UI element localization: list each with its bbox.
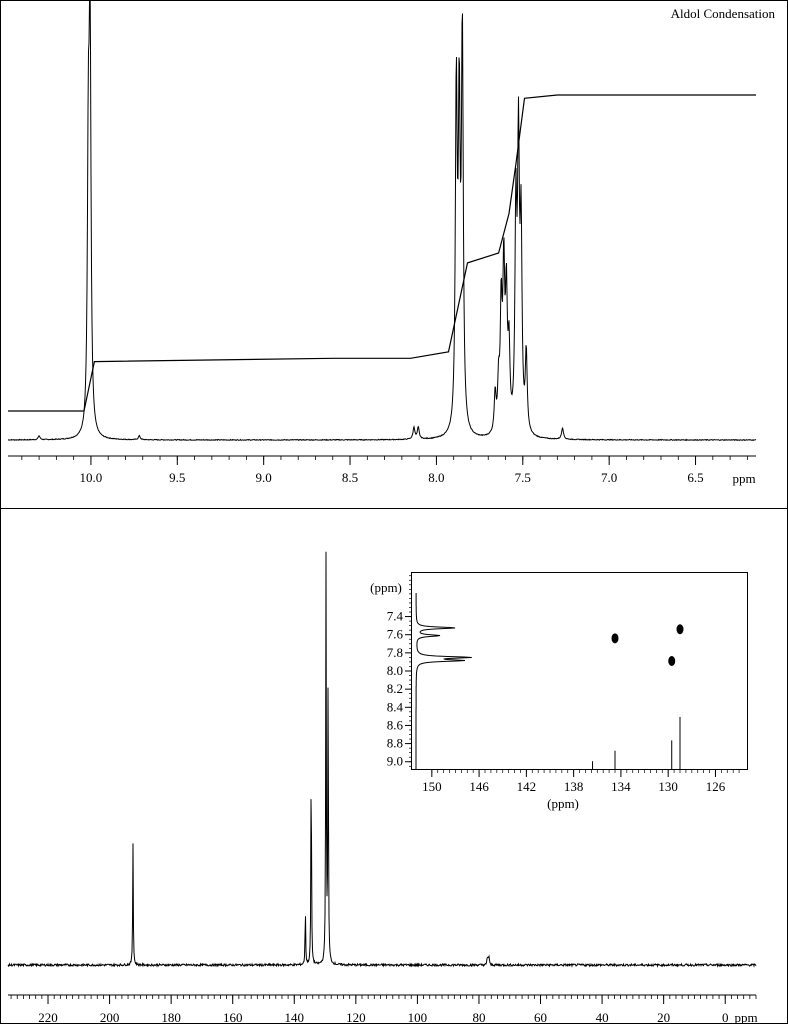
hsqc-x-axis-label: (ppm) xyxy=(547,796,579,811)
h1-x-axis-ticks: 10.0 9.5 9.0 8.5 8.0 7.5 7.0 6.5 xyxy=(21,456,748,485)
tick-label: 220 xyxy=(38,1010,58,1024)
tick-label: 9.5 xyxy=(169,470,185,485)
tick-label: 200 xyxy=(100,1010,120,1024)
hsqc-y-tick-label: 8.2 xyxy=(387,681,403,696)
hsqc-x-tick-label: 146 xyxy=(469,779,489,794)
cross-peak xyxy=(668,656,676,667)
hsqc-x-tick-label: 150 xyxy=(422,779,442,794)
tick-label: 10.0 xyxy=(80,470,103,485)
hsqc-y-tick-label: 8.8 xyxy=(387,736,403,751)
side-projection-trace xyxy=(415,593,472,769)
tick-label: 140 xyxy=(285,1010,305,1024)
tick-label: 7.5 xyxy=(515,470,531,485)
c13-spectrum-trace xyxy=(7,551,757,968)
h1-spectrum-panel: 10.0 9.5 9.0 8.5 8.0 7.5 7.0 6.5 ppm xyxy=(7,0,757,486)
c13-spectrum-panel: 220 200 180 160 140 120 100 80 60 40 20 0 ppm xyxy=(7,551,758,1025)
h1-spectrum-trace xyxy=(7,0,757,442)
hsqc-y-tick-label: 9.0 xyxy=(387,754,403,769)
c13-x-axis-ticks: 220 200 180 160 140 120 100 80 60 40 20 0 xyxy=(10,995,757,1025)
tick-label: 8.5 xyxy=(342,470,358,485)
figure-title: Aldol Condensation xyxy=(671,6,776,21)
tick-label: 80 xyxy=(472,1010,485,1024)
hsqc-y-tick-label: 7.4 xyxy=(387,609,404,624)
tick-label: 6.5 xyxy=(687,470,703,485)
hsqc-x-tick-label: 126 xyxy=(706,779,726,794)
hsqc-y-tick-label: 7.8 xyxy=(387,645,403,660)
hsqc-x-tick-label: 138 xyxy=(564,779,584,794)
tick-label: 40 xyxy=(596,1010,609,1024)
tick-label: 100 xyxy=(408,1010,428,1024)
tick-label: 0 xyxy=(722,1010,729,1024)
tick-label: 9.0 xyxy=(256,470,272,485)
hsqc-x-tick-label: 134 xyxy=(611,779,631,794)
hsqc-x-tick-label: 130 xyxy=(658,779,678,794)
tick-label: 20 xyxy=(657,1010,670,1024)
tick-label: 8.0 xyxy=(428,470,444,485)
hsqc-x-tick-label: 142 xyxy=(517,779,537,794)
cross-peak xyxy=(611,633,619,644)
hsqc-y-tick-label: 8.6 xyxy=(387,717,404,732)
tick-label: 180 xyxy=(161,1010,181,1024)
tick-label: 160 xyxy=(223,1010,243,1024)
hsqc-y-tick-label: 7.6 xyxy=(387,627,404,642)
h1-x-axis-label: ppm xyxy=(732,471,755,486)
h1-integral-curve xyxy=(8,94,756,412)
tick-label: 7.0 xyxy=(601,470,617,485)
hsqc-plot-frame xyxy=(411,572,748,770)
hsqc-y-tick-label: 8.4 xyxy=(387,699,404,714)
hsqc-cross-peaks xyxy=(611,624,684,667)
tick-label: 120 xyxy=(346,1010,366,1024)
hsqc-inset: 150 146 142 138 134 130 126 7.4 7.6 7.8 8.0 8.2 8.4 8… xyxy=(370,572,748,811)
cross-peak xyxy=(676,624,684,635)
tick-label: 60 xyxy=(534,1010,547,1024)
hsqc-projections xyxy=(415,593,681,769)
c13-x-axis-label: ppm xyxy=(734,1010,757,1024)
hsqc-axes: 150 146 142 138 134 130 126 7.4 7.6 7.8 8.0 8.2 8.4 8… xyxy=(387,575,740,794)
hsqc-y-tick-label: 8.0 xyxy=(387,663,403,678)
hsqc-y-axis-label: (ppm) xyxy=(370,580,402,595)
